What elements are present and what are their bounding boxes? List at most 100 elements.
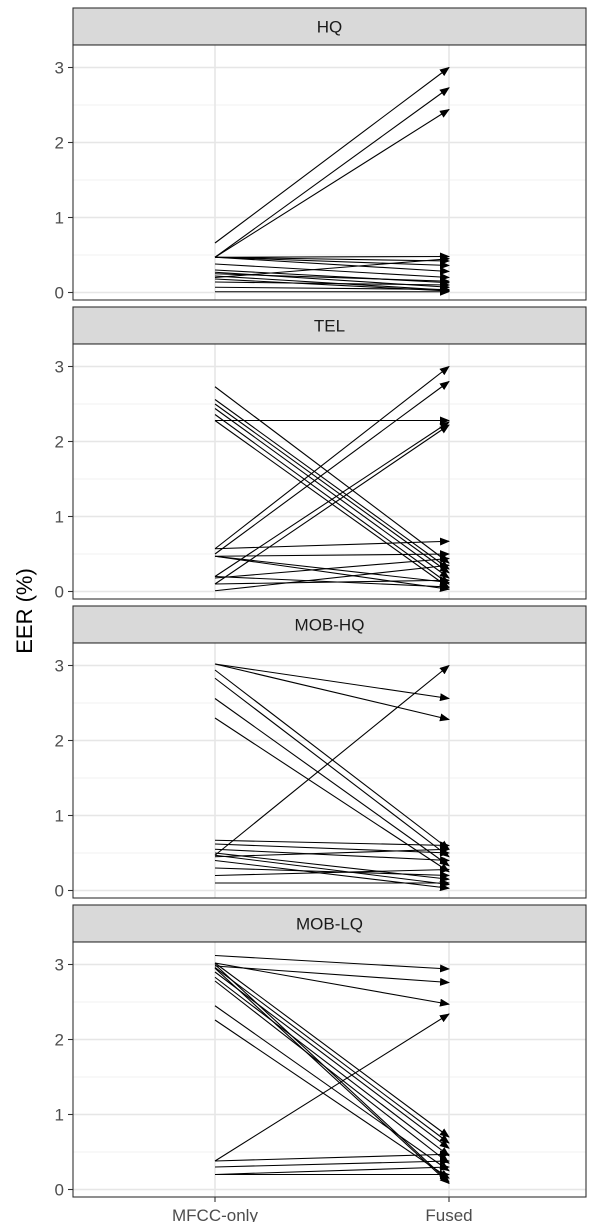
eer-change-arrow <box>214 967 450 1185</box>
eer-change-arrow <box>214 408 450 579</box>
strip-background <box>72 904 587 943</box>
y-tick-label: 1 <box>55 209 64 228</box>
y-axis-title: EER (%) <box>12 568 37 654</box>
eer-change-arrow <box>214 269 450 287</box>
y-tick-label: 2 <box>55 134 64 153</box>
panels-group: HQ 0 1 2 3 TEL 0 1 2 3 MOB-HQ 0 1 2 3 MOB-LQ 0 1 2 3 <box>55 7 587 1200</box>
eer-change-arrow <box>214 962 450 1138</box>
strip-label: TEL <box>314 317 345 336</box>
plot-background <box>73 643 586 898</box>
y-tick-label: 0 <box>55 284 64 303</box>
eer-change-arrow <box>214 424 450 585</box>
panel-tel: TEL 0 1 2 3 <box>55 306 587 602</box>
y-tick-label: 1 <box>55 508 64 527</box>
eer-change-arrow <box>214 399 450 570</box>
eer-change-arrow <box>214 421 450 577</box>
strip-background <box>72 7 587 46</box>
eer-change-arrow <box>214 87 450 258</box>
eer-change-arrow <box>214 285 450 294</box>
eer-change-arrow <box>214 537 450 550</box>
eer-change-arrow <box>214 562 450 592</box>
eer-change-arrow <box>214 852 450 883</box>
eer-change-arrow <box>214 550 450 559</box>
eer-change-arrow <box>214 280 450 289</box>
panel-border <box>72 941 587 1198</box>
eer-change-arrow <box>214 555 450 586</box>
eer-change-arrow <box>214 843 450 857</box>
eer-change-arrow <box>214 365 450 550</box>
eer-change-arrow <box>214 854 450 888</box>
eer-change-arrow <box>214 962 450 1007</box>
eer-change-arrow <box>214 859 450 892</box>
eer-change-arrow <box>214 967 450 1144</box>
plot-background <box>73 45 586 300</box>
y-tick-label: 2 <box>55 433 64 452</box>
eer-change-arrow <box>214 663 450 722</box>
eer-change-arrow <box>214 677 450 858</box>
eer-change-arrow <box>214 845 450 858</box>
panel-border <box>72 343 587 600</box>
y-tick-label: 0 <box>55 1181 64 1200</box>
eer-change-arrow <box>214 108 450 258</box>
eer-change-arrow <box>214 273 450 285</box>
eer-change-arrow <box>214 252 450 261</box>
panel-mob-hq: MOB-HQ 0 1 2 3 <box>55 605 587 901</box>
eer-change-arrow <box>214 669 450 850</box>
eer-change-arrow <box>214 664 450 856</box>
eer-change-arrow <box>214 380 450 555</box>
eer-change-arrow <box>214 698 450 867</box>
plot-background <box>73 344 586 599</box>
y-tick-label: 1 <box>55 1106 64 1125</box>
x-axis: MFCC-only Fused <box>172 1197 473 1222</box>
y-tick-label: 0 <box>55 882 64 901</box>
eer-change-arrow <box>214 256 450 265</box>
eer-change-arrow <box>214 575 450 591</box>
eer-change-arrow <box>214 954 450 973</box>
strip-label: MOB-HQ <box>295 616 365 635</box>
eer-change-arrow <box>214 867 450 880</box>
eer-change-arrow <box>214 256 450 275</box>
panel-mob-lq: MOB-LQ 0 1 2 3 <box>55 904 587 1200</box>
y-tick-label: 0 <box>55 583 64 602</box>
y-tick-label: 3 <box>55 358 64 377</box>
y-tick-label: 2 <box>55 732 64 751</box>
eer-change-arrow <box>214 1150 450 1162</box>
eer-change-arrow <box>214 1157 450 1168</box>
panel-hq: HQ 0 1 2 3 <box>55 7 587 303</box>
eer-change-arrow <box>214 663 450 702</box>
y-tick-label: 3 <box>55 657 64 676</box>
y-tick-label: 1 <box>55 807 64 826</box>
eer-change-arrow <box>214 66 450 244</box>
eer-change-arrow <box>214 1019 450 1179</box>
y-tick-label: 3 <box>55 59 64 78</box>
strip-label: HQ <box>317 18 343 37</box>
y-tick-label: 2 <box>55 1031 64 1050</box>
eer-change-arrow <box>214 263 450 281</box>
eer-change-arrow <box>214 865 450 877</box>
eer-change-arrow <box>214 386 450 564</box>
eer-change-arrow <box>214 1013 450 1162</box>
eer-change-arrow <box>214 964 450 1183</box>
eer-change-arrow <box>214 255 450 279</box>
eer-change-arrow <box>214 1163 450 1176</box>
eer-change-arrow <box>214 839 450 850</box>
panel-border <box>72 44 587 301</box>
eer-change-arrow <box>214 555 450 592</box>
eer-change-arrow <box>214 965 450 986</box>
x-tick-label: MFCC-only <box>172 1206 258 1222</box>
x-tick-label: Fused <box>425 1206 472 1222</box>
strip-background <box>72 605 587 644</box>
eer-change-arrow <box>214 848 450 865</box>
eer-change-arrow <box>214 717 450 873</box>
strip-label: MOB-LQ <box>296 915 363 934</box>
panel-border <box>72 642 587 899</box>
eer-change-arrow <box>214 980 450 1164</box>
eer-change-arrow <box>214 403 450 574</box>
eer-change-arrow <box>214 1005 450 1172</box>
eer-change-arrow <box>214 555 450 579</box>
eer-change-arrow <box>214 976 450 1157</box>
y-tick-label: 3 <box>55 956 64 975</box>
strip-background <box>72 306 587 345</box>
eer-change-arrow <box>214 256 450 270</box>
